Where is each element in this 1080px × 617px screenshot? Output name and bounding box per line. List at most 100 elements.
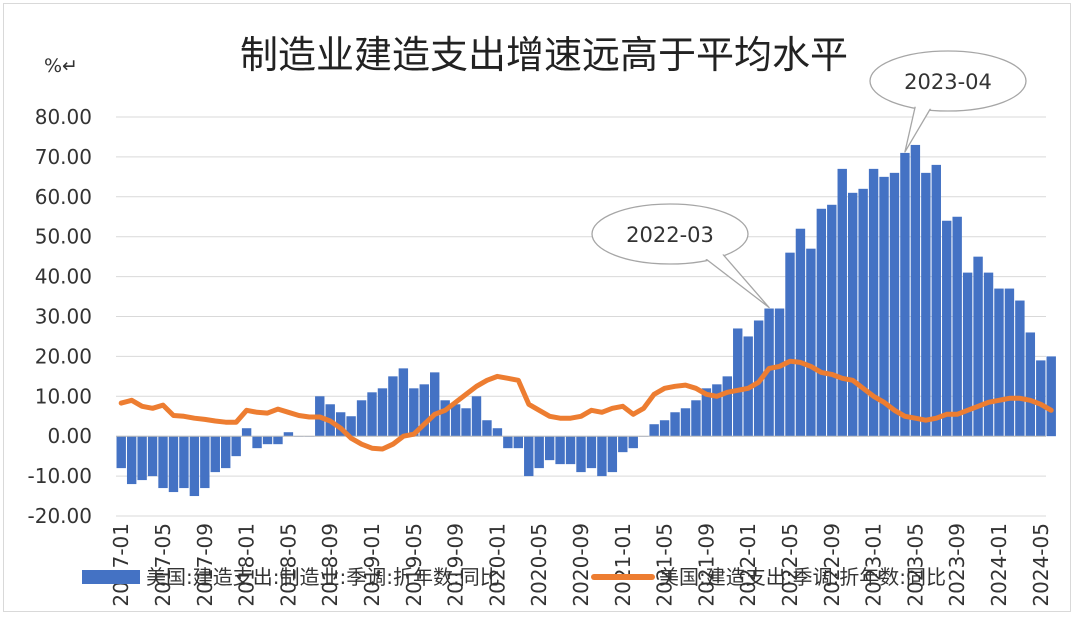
x-tick-label: 2019-09 — [444, 523, 468, 607]
y-tick-label: 0.00 — [47, 424, 92, 448]
bar — [994, 288, 1004, 437]
bar — [524, 436, 534, 477]
bar — [670, 412, 680, 437]
bar — [168, 436, 179, 493]
y-tick-label: 60.00 — [35, 185, 92, 209]
bar — [962, 272, 973, 437]
bar — [785, 252, 795, 437]
bar — [816, 208, 827, 437]
x-tick-label: 2017-01 — [109, 523, 133, 607]
bar — [565, 436, 576, 465]
bar — [983, 272, 994, 437]
bar — [356, 400, 367, 437]
bar — [388, 376, 398, 437]
bar — [649, 424, 659, 437]
x-tick-label: 2023-01 — [862, 523, 886, 607]
bar — [210, 436, 220, 473]
bar — [544, 436, 555, 461]
bar — [795, 228, 806, 437]
bar — [147, 436, 158, 477]
x-tick-label: 2020-01 — [485, 523, 509, 607]
bar — [398, 368, 409, 437]
bar — [837, 168, 847, 437]
bar — [335, 412, 346, 437]
x-tick-label: 2018-01 — [235, 523, 259, 607]
bar — [158, 436, 168, 489]
bar — [461, 408, 471, 437]
chart-canvas: 制造业建造支出增速远高于平均水平 %↵ 80.00 70.00 60.00 50.00… — [28, 33, 1056, 607]
bar — [179, 436, 189, 489]
x-tick-label: 2021-05 — [653, 523, 677, 607]
bar — [513, 436, 524, 449]
bar — [450, 404, 461, 437]
line-series-path — [118, 358, 1054, 452]
bar — [200, 436, 210, 489]
y-tick-label: 30.00 — [35, 305, 92, 329]
callout-bubble-fill — [593, 205, 747, 263]
bar — [659, 420, 670, 437]
chart-title: 制造业建造支出增速远高于平均水平 — [240, 33, 848, 77]
bar — [586, 436, 597, 469]
bar — [931, 164, 941, 437]
x-tick-label: 2019-01 — [360, 523, 384, 607]
bar — [482, 420, 492, 437]
bar — [116, 436, 126, 469]
legend-label-bar: 美国:建造支出:制造业:季调:折年数:同比 — [146, 565, 500, 589]
x-tick-label: 2017-09 — [193, 523, 217, 607]
y-axis-unit: %↵ — [44, 55, 78, 77]
y-tick-label: -10.00 — [28, 464, 92, 488]
x-tick-label: 2023-09 — [945, 523, 969, 607]
bar — [607, 436, 618, 473]
bar — [680, 408, 691, 437]
bar — [868, 168, 879, 437]
y-tick-label: 10.00 — [35, 384, 92, 408]
bar — [419, 384, 429, 437]
bar — [847, 192, 858, 437]
bar — [691, 400, 701, 437]
bar — [576, 436, 586, 473]
x-tick-label: 2018-09 — [318, 523, 342, 607]
x-tick-label: 2022-01 — [736, 523, 760, 607]
bar — [879, 176, 889, 437]
bar — [430, 372, 440, 437]
y-axis-ticks: 80.00 70.00 60.00 50.00 40.00 30.00 20.00 10.00… — [28, 105, 92, 528]
bar — [597, 436, 607, 477]
bar — [1036, 360, 1046, 437]
bar — [827, 204, 837, 437]
bar — [283, 432, 294, 437]
chart-frame: 制造业建造支出增速远高于平均水平 %↵ 80.00 70.00 60.00 50.00… — [3, 3, 1071, 612]
legend-label-line: 美国:建造支出:季调:折年数:同比 — [659, 565, 946, 589]
y-tick-label: 20.00 — [35, 344, 92, 368]
bar — [492, 428, 503, 437]
x-tick-label: 2018-05 — [276, 523, 300, 607]
bar — [952, 216, 962, 437]
bar — [346, 416, 356, 437]
bar — [712, 384, 722, 437]
x-tick-label: 2021-09 — [694, 523, 718, 607]
callouts: 2022-03 2023-04 — [591, 50, 1027, 309]
bar — [367, 392, 377, 437]
bar — [241, 428, 252, 437]
x-tick-label: 2021-01 — [611, 523, 635, 607]
bar — [409, 388, 419, 437]
bar — [973, 256, 983, 437]
bar — [377, 388, 388, 437]
x-tick-label: 2024-05 — [1029, 523, 1053, 607]
y-tick-label: 70.00 — [35, 145, 92, 169]
bar — [774, 308, 785, 437]
callout-label: 2023-04 — [904, 70, 992, 94]
bar — [555, 436, 565, 465]
y-tick-label: 40.00 — [35, 265, 92, 289]
bar — [900, 152, 910, 437]
bar — [1015, 300, 1025, 437]
bar — [942, 220, 952, 437]
bar — [273, 436, 283, 445]
bar — [618, 436, 628, 453]
bar — [126, 436, 137, 485]
x-tick-label: 2020-05 — [527, 523, 551, 607]
bar — [1004, 288, 1015, 437]
legend: 美国:建造支出:制造业:季调:折年数:同比 美国:建造支出:季调:折年数:同比 — [82, 565, 946, 589]
y-tick-label: -20.00 — [28, 504, 92, 528]
bar — [733, 328, 743, 437]
callout-bubble-fill — [871, 52, 1025, 110]
